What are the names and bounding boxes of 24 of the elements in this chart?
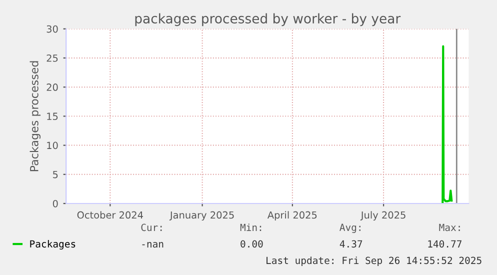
chart-title: packages processed by worker - by year — [135, 13, 401, 26]
x-tick-label: October 2024 — [77, 211, 143, 219]
text: Min: — [240, 224, 262, 231]
text: 4.37 — [340, 240, 362, 248]
y-tick-label: 25 — [46, 54, 58, 62]
y-tick-label: 30 — [46, 25, 58, 33]
text: 0.00 — [240, 240, 263, 248]
y-tick-label: 20 — [46, 84, 58, 91]
y-tick-label: 5 — [53, 171, 58, 178]
text: Cur: — [141, 224, 162, 232]
y-tick-label: 0 — [52, 200, 58, 208]
text: Last update: Fri Sep 26 14:55:52 2025 — [266, 256, 482, 266]
y-tick-label: 10 — [47, 142, 58, 150]
legend-label: Packages — [30, 240, 76, 250]
line-series — [442, 45, 453, 204]
x-tick-label: April 2025 — [267, 211, 317, 221]
text: Avg: — [340, 224, 360, 233]
x-tick-label: January 2025 — [169, 211, 234, 221]
text: -nan — [142, 242, 164, 248]
text: 140.77 — [428, 240, 462, 248]
y-tick-label: 15 — [47, 112, 58, 120]
y-axis-title: Packages processed — [30, 61, 41, 172]
text: Max: — [439, 224, 460, 232]
x-tick-label: July 2025 — [360, 211, 406, 221]
